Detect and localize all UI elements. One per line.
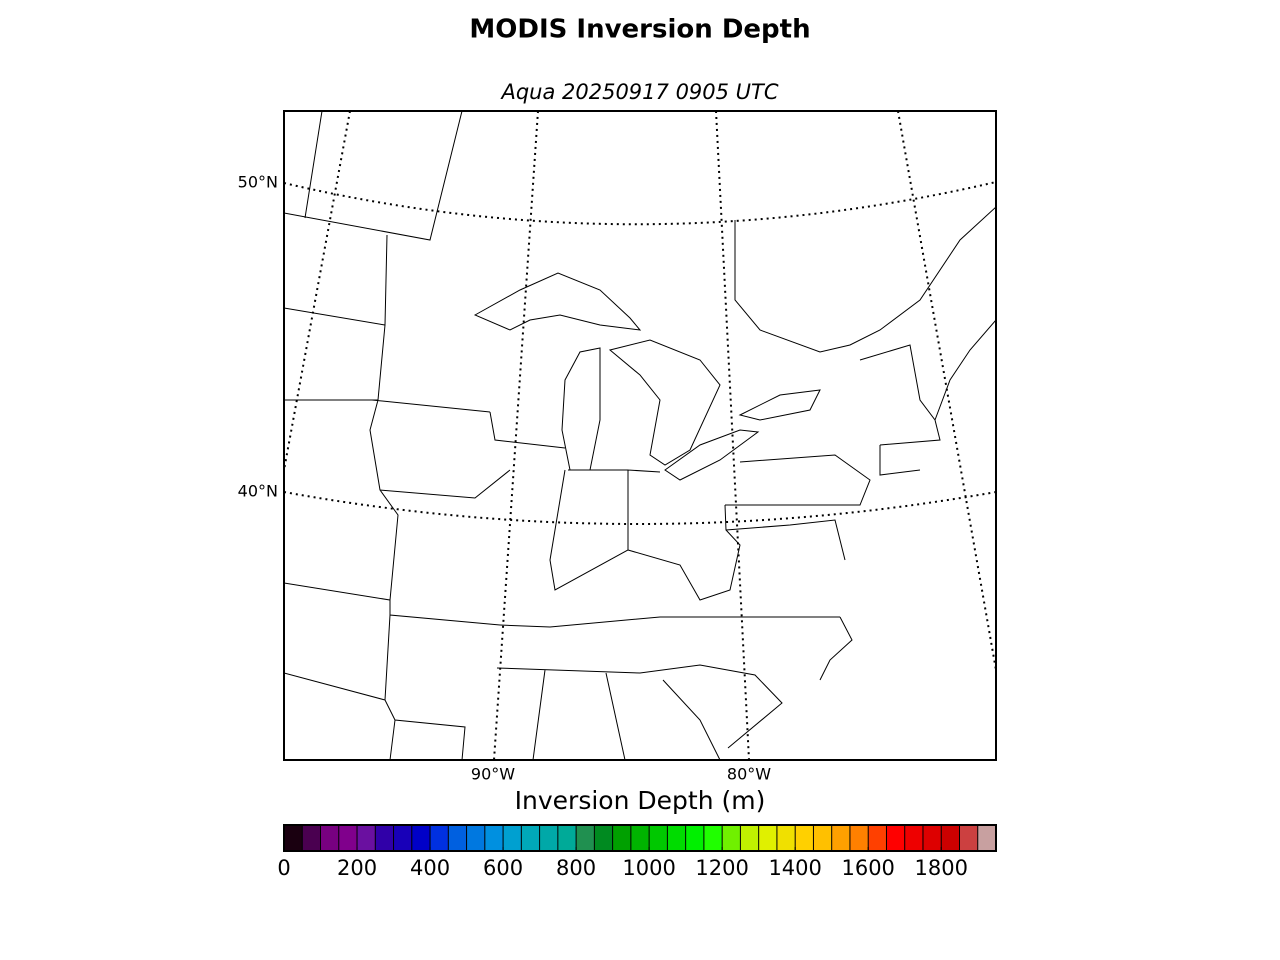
colorbar-tick-label: 1400 [768,856,821,880]
colorbar-tick-label: 1800 [915,856,968,880]
border [284,111,511,760]
border [489,411,871,760]
colorbar-segment [831,825,851,851]
colorbar-segment [430,825,449,851]
meridian [493,111,539,760]
lat-label: 40°N [238,482,278,501]
colorbar-segment [868,825,887,851]
map-content [284,111,996,760]
colorbar-tick-label: 1600 [841,856,894,880]
meridian [897,111,996,671]
colorbar-segment [758,825,778,851]
colorbar-segment [722,825,741,851]
colorbar-segment [448,825,468,851]
colorbar-frame [283,824,997,852]
colorbar-segment [521,825,541,851]
colorbar-segment [576,825,595,851]
colorbar: 0 200 400 600 800 1000 1200 1400 1600 1800 [277,824,997,880]
colorbar-segment [740,825,760,851]
lat-label: 50°N [238,173,278,192]
colorbar-label: Inversion Depth (m) [515,786,766,815]
colorbar-segment [466,825,486,851]
colorbar-segment [922,825,942,851]
colorbar-segment [557,825,577,851]
colorbar-segment [375,825,395,851]
colorbar-segment [503,825,522,851]
colorbar-segment [904,825,924,851]
colorbar-segment [959,825,979,851]
map: 50°N 40°N 90°W 80°W [238,110,997,784]
colorbar-segment [685,825,705,851]
great-lakes [473,272,821,481]
meridian [284,111,351,471]
colorbar-tick-label: 600 [483,856,523,880]
colorbar-segment [776,825,796,851]
colorbar-segment [393,825,413,851]
colorbar-tick-label: 800 [556,856,596,880]
lon-label: 80°W [727,765,771,784]
colorbar-tick-label: 1200 [695,856,748,880]
colorbar-segment [630,825,650,851]
colorbar-segment [484,825,504,851]
colorbar-segment [320,825,340,851]
colorbar-segment [357,825,376,851]
colorbar-segment [284,825,303,851]
lon-label: 90°W [471,765,515,784]
colorbar-segment [594,825,614,851]
colorbar-segment [941,825,960,851]
map-frame [283,110,997,761]
colorbar-segment [649,825,668,851]
colorbar-tick-label: 400 [410,856,450,880]
subtitle: Aqua 20250917 0905 UTC [499,80,778,104]
colorbar-segment [539,825,559,851]
parallel [284,181,996,226]
colorbar-segment [849,825,869,851]
colorbar-segment [795,825,814,851]
colorbar-segment [667,825,687,851]
colorbar-segment [302,825,322,851]
colorbar-segment [612,825,632,851]
meridian [715,111,750,760]
colorbar-tick-label: 200 [337,856,377,880]
colorbar-segment [886,825,906,851]
colorbar-segment [977,825,997,851]
parallel [284,491,996,525]
colorbar-segment [411,825,431,851]
title: MODIS Inversion Depth [469,15,810,45]
colorbar-tick-label: 1000 [622,856,675,880]
colorbar-segment [338,825,358,851]
coast [734,206,996,681]
colorbar-segment [813,825,833,851]
colorbar-segment [703,825,723,851]
colorbar-tick-label: 0 [277,856,290,880]
